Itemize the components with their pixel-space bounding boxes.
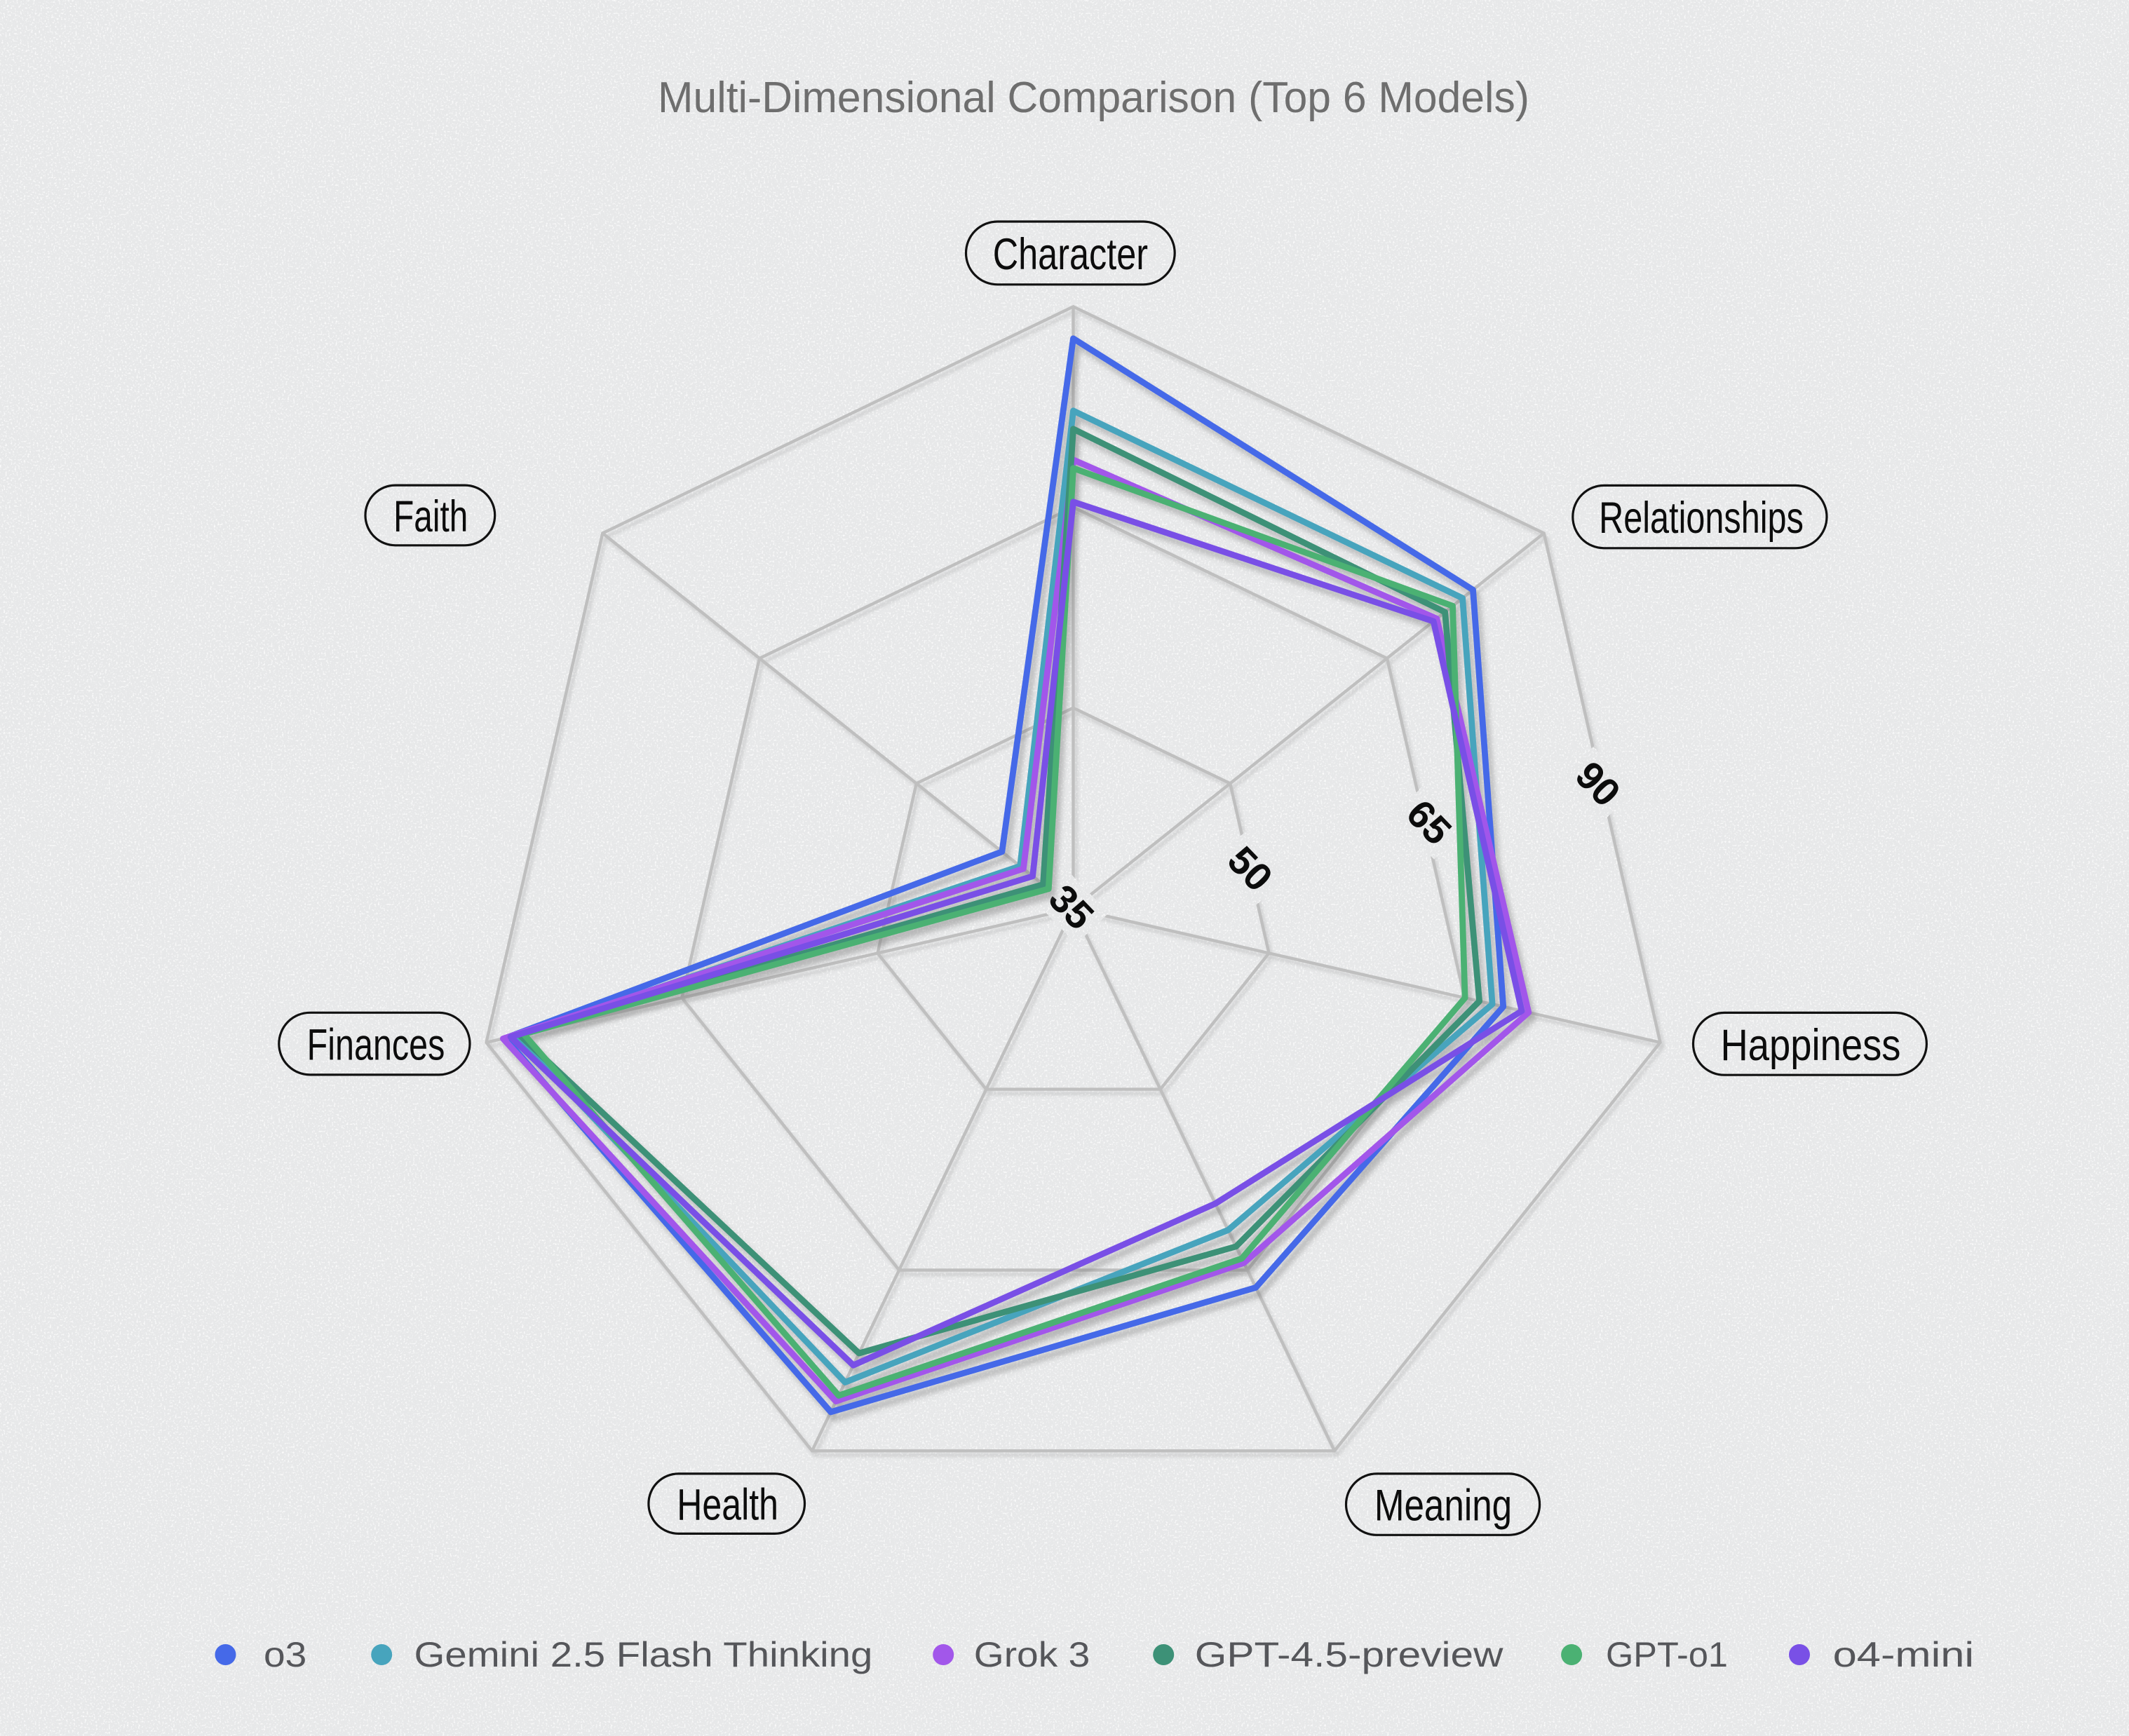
svg-text:Relationships: Relationships: [1599, 494, 1804, 543]
svg-text:GPT-o1: GPT-o1: [1606, 1635, 1728, 1674]
svg-text:Faith: Faith: [393, 492, 468, 541]
svg-text:Character: Character: [993, 230, 1148, 279]
svg-text:Gemini 2.5 Flash Thinking: Gemini 2.5 Flash Thinking: [414, 1635, 873, 1674]
svg-text:o3: o3: [264, 1635, 306, 1674]
svg-text:Multi-Dimensional Comparison (: Multi-Dimensional Comparison (Top 6 Mode…: [658, 74, 1529, 122]
svg-text:o4-mini: o4-mini: [1833, 1635, 1975, 1674]
svg-text:GPT-4.5-preview: GPT-4.5-preview: [1195, 1635, 1504, 1674]
svg-text:Happiness: Happiness: [1721, 1021, 1901, 1070]
svg-text:Health: Health: [677, 1481, 778, 1530]
svg-text:Finances: Finances: [307, 1021, 445, 1070]
svg-text:Meaning: Meaning: [1374, 1481, 1512, 1531]
svg-text:Grok 3: Grok 3: [974, 1635, 1090, 1674]
